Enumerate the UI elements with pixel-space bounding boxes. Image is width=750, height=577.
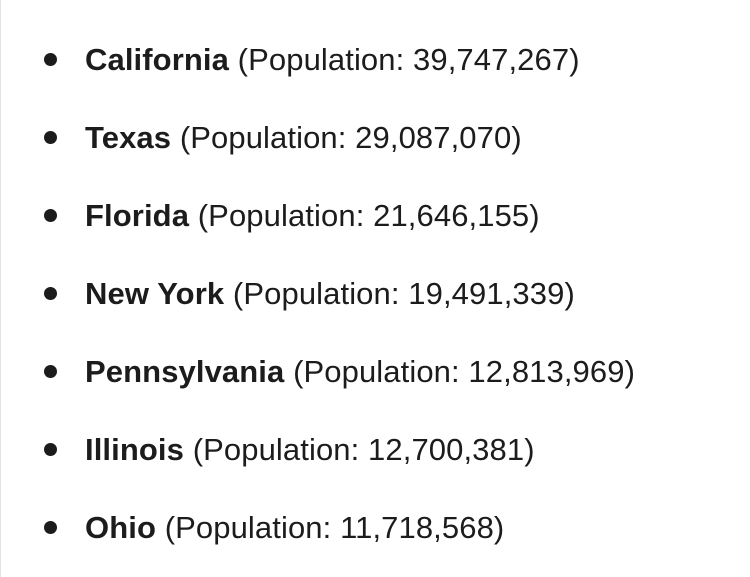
state-name: Ohio [85, 509, 156, 545]
population-text: (Population: 12,700,381) [183, 431, 535, 467]
population-text: (Population: 11,718,568) [156, 509, 505, 545]
population-text: (Population: 19,491,339) [224, 275, 575, 311]
bullet-icon [44, 209, 57, 222]
state-name: Texas [85, 119, 172, 155]
bullet-icon [44, 443, 57, 456]
list-item-illinois: Illinois (Population: 12,700,381) [1, 410, 741, 488]
list-item-pennsylvania: Pennsylvania (Population: 12,813,969) [1, 332, 741, 410]
population-text: (Population: 21,646,155) [189, 197, 540, 233]
population-text: (Population: 39,747,267) [228, 41, 580, 77]
state-name: Florida [85, 197, 190, 233]
state-name: Pennsylvania [85, 353, 285, 389]
state-name: New York [85, 275, 225, 311]
list-item-new-york: New York (Population: 19,491,339) [1, 254, 741, 332]
list-item-florida: Florida (Population: 21,646,155) [1, 176, 741, 254]
population-text: (Population: 12,813,969) [284, 353, 636, 389]
state-name: California [85, 41, 229, 77]
list-item-texas: Texas (Population: 29,087,070) [1, 98, 741, 176]
bullet-icon [44, 365, 57, 378]
population-text: (Population: 29,087,070) [171, 119, 522, 155]
bullet-icon [44, 521, 57, 534]
bullet-icon [44, 53, 57, 66]
list-item-ohio: Ohio (Population: 11,718,568) [1, 488, 741, 566]
list-item-california: California (Population: 39,747,267) [1, 20, 741, 98]
state-name: Illinois [85, 431, 184, 467]
bullet-icon [44, 131, 57, 144]
bullet-icon [44, 287, 57, 300]
state-population-list: California (Population: 39,747,267) Texa… [1, 20, 741, 566]
